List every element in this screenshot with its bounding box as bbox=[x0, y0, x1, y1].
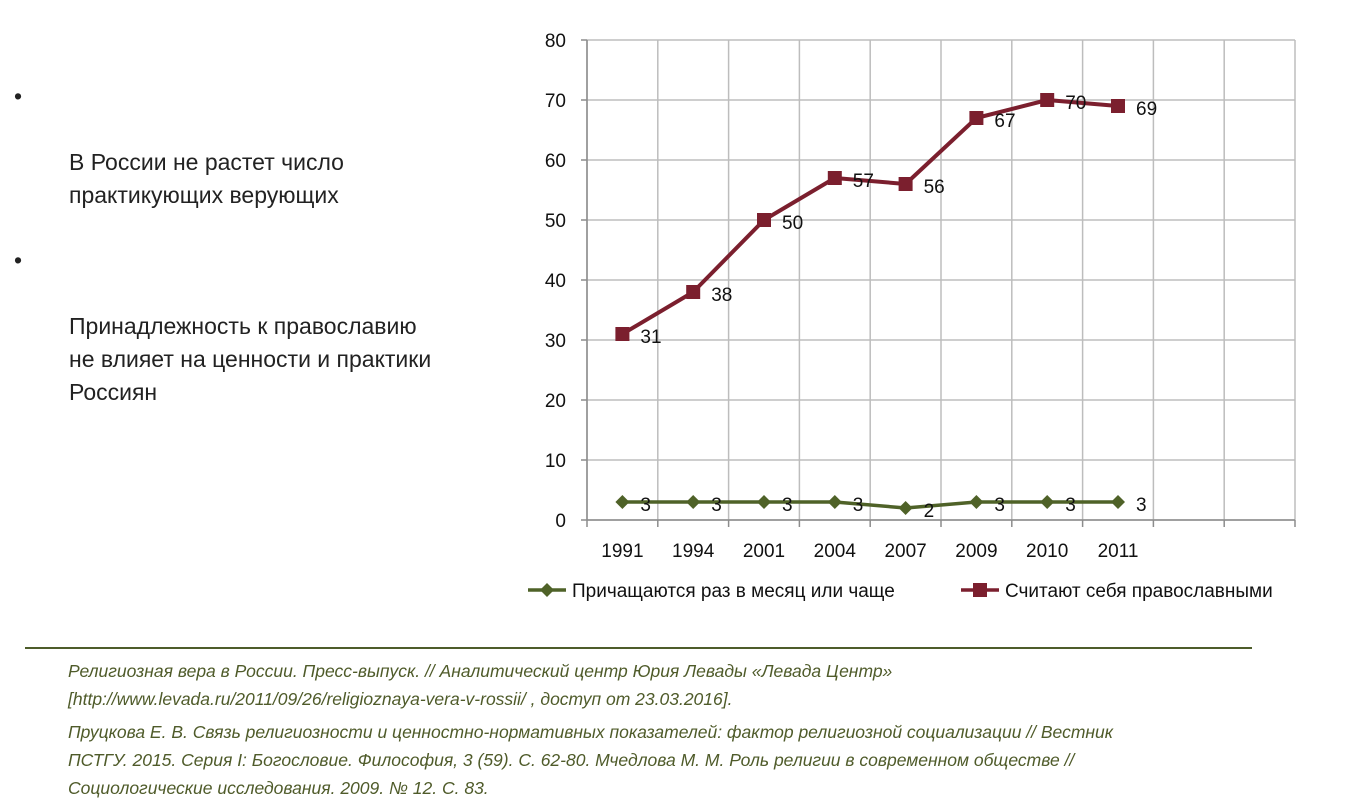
data-label: 3 bbox=[1065, 495, 1076, 516]
data-label: 38 bbox=[711, 285, 732, 306]
bullet-item: • В России не растет число практикующих … bbox=[14, 80, 494, 212]
series-line bbox=[621, 98, 1119, 336]
bullet-text: Принадлежность к православию не влияет н… bbox=[69, 313, 432, 405]
data-point-diamond bbox=[1111, 495, 1125, 509]
divider-line bbox=[25, 647, 1252, 649]
legend-marker-square bbox=[973, 583, 987, 597]
data-point-diamond bbox=[686, 495, 701, 509]
y-tick-label: 30 bbox=[545, 331, 566, 352]
references: Религиозная вера в России. Пресс-выпуск.… bbox=[68, 657, 1298, 807]
data-label: 3 bbox=[640, 495, 651, 516]
chart-series: 3 3 3 3 2 3 3 3 31 38 50 57 56 67 70 69 bbox=[615, 93, 1157, 522]
data-point-square bbox=[1040, 93, 1055, 107]
bullet-list: • В России не растет число практикующих … bbox=[14, 80, 494, 441]
x-tick-label: 1991 bbox=[601, 541, 643, 562]
data-point-square bbox=[615, 327, 630, 341]
y-tick-label: 70 bbox=[545, 91, 566, 112]
data-point-square bbox=[686, 285, 701, 299]
bullet-marker: • bbox=[14, 83, 23, 109]
data-label: 3 bbox=[711, 495, 722, 516]
y-tick-label: 0 bbox=[555, 511, 566, 532]
data-point-diamond bbox=[827, 495, 842, 509]
data-point-diamond bbox=[615, 495, 630, 509]
bullet-marker: • bbox=[14, 247, 23, 273]
x-tick-label: 1994 bbox=[672, 541, 715, 562]
series-line bbox=[622, 500, 1118, 510]
data-label: 56 bbox=[924, 177, 945, 198]
legend-label: Считают себя православными bbox=[1005, 581, 1273, 602]
data-point-square bbox=[898, 177, 913, 191]
data-point-diamond bbox=[969, 495, 984, 509]
x-tick-label: 2004 bbox=[814, 541, 857, 562]
y-tick-label: 60 bbox=[545, 151, 566, 172]
data-label: 3 bbox=[782, 495, 793, 516]
data-point-square bbox=[757, 213, 771, 227]
legend-label: Причащаются раз в месяц или чаще bbox=[572, 581, 895, 602]
reference-item: Религиозная вера в России. Пресс-выпуск.… bbox=[68, 661, 893, 709]
y-tick-label: 10 bbox=[545, 451, 566, 472]
chart-axes: 0 10 20 30 40 50 60 70 80 1991 1994 2001 2004 2007 200… bbox=[545, 31, 1296, 562]
bullet-text: В России не растет число практикующих ве… bbox=[69, 149, 344, 208]
data-label: 67 bbox=[994, 111, 1015, 132]
y-tick-label: 80 bbox=[545, 31, 566, 52]
data-label: 70 bbox=[1065, 93, 1086, 114]
data-label: 3 bbox=[994, 495, 1005, 516]
x-tick-label: 2009 bbox=[955, 541, 997, 562]
data-label: 50 bbox=[782, 213, 803, 234]
bullet-item: • Принадлежность к православию не влияет… bbox=[14, 244, 494, 409]
data-label: 69 bbox=[1136, 99, 1157, 120]
data-point-square bbox=[1111, 99, 1125, 113]
data-label: 31 bbox=[640, 327, 661, 348]
data-label: 3 bbox=[853, 495, 864, 516]
chart-grid bbox=[586, 39, 1296, 521]
data-label: 3 bbox=[1136, 495, 1147, 516]
chart-legend: Причащаются раз в месяц или чаще Считают … bbox=[528, 581, 1273, 602]
data-point-diamond bbox=[757, 495, 771, 509]
y-tick-label: 50 bbox=[545, 211, 566, 232]
x-tick-label: 2011 bbox=[1098, 541, 1139, 562]
data-point-square bbox=[827, 171, 842, 185]
line-chart: 0 10 20 30 40 50 60 70 80 1991 1994 2001 2004 2007 200… bbox=[528, 31, 1296, 602]
data-label: 2 bbox=[924, 501, 935, 522]
y-tick-label: 20 bbox=[545, 391, 566, 412]
legend-marker-diamond bbox=[540, 583, 554, 597]
data-point-square bbox=[969, 111, 984, 125]
y-tick-label: 40 bbox=[545, 271, 566, 292]
x-tick-label: 2010 bbox=[1026, 541, 1068, 562]
data-point-diamond bbox=[1040, 495, 1055, 509]
x-tick-label: 2001 bbox=[743, 541, 785, 562]
x-tick-label: 2007 bbox=[884, 541, 926, 562]
reference-item: Пруцкова Е. В. Связь религиозности и цен… bbox=[68, 722, 1114, 798]
data-label: 57 bbox=[853, 171, 874, 192]
data-point-diamond bbox=[898, 501, 913, 515]
